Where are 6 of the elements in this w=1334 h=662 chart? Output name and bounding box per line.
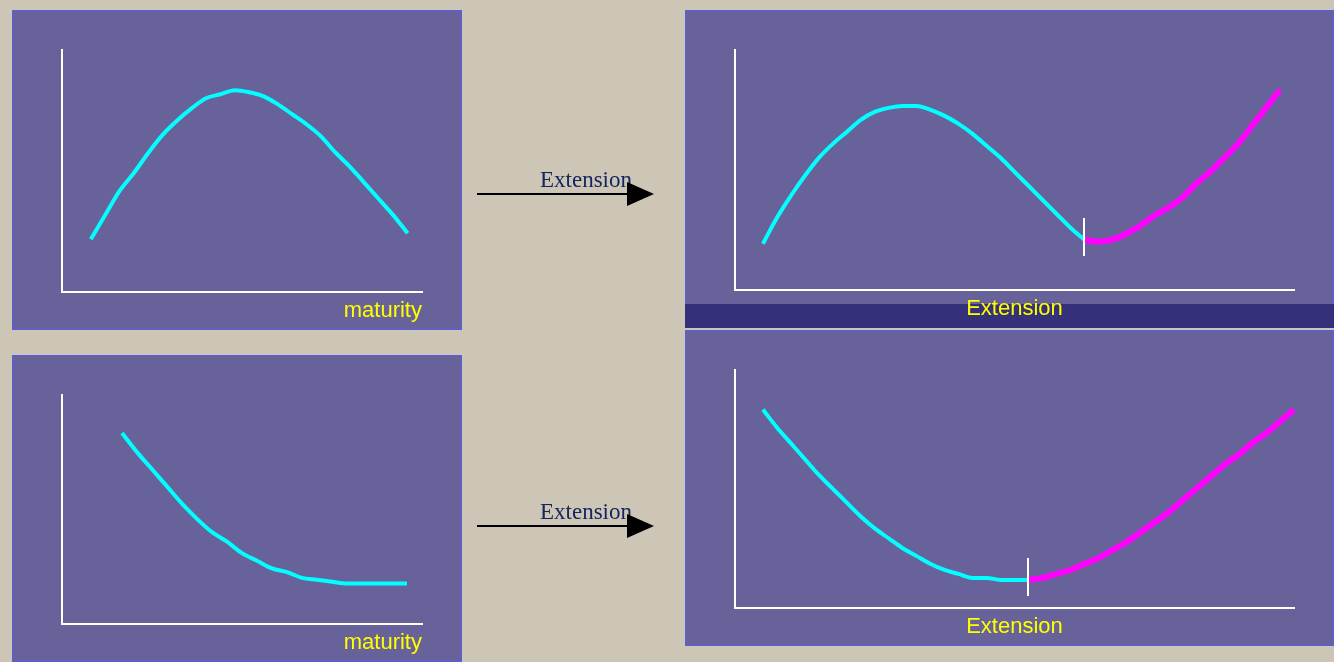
- x-axis-title: maturity: [343, 628, 422, 654]
- text: Extension: [540, 167, 632, 193]
- text: Extension: [540, 499, 632, 525]
- x-axis-title: Extension: [966, 294, 1063, 320]
- x-axis-title: Extension: [966, 612, 1063, 638]
- x-axis-title: maturity: [343, 296, 422, 322]
